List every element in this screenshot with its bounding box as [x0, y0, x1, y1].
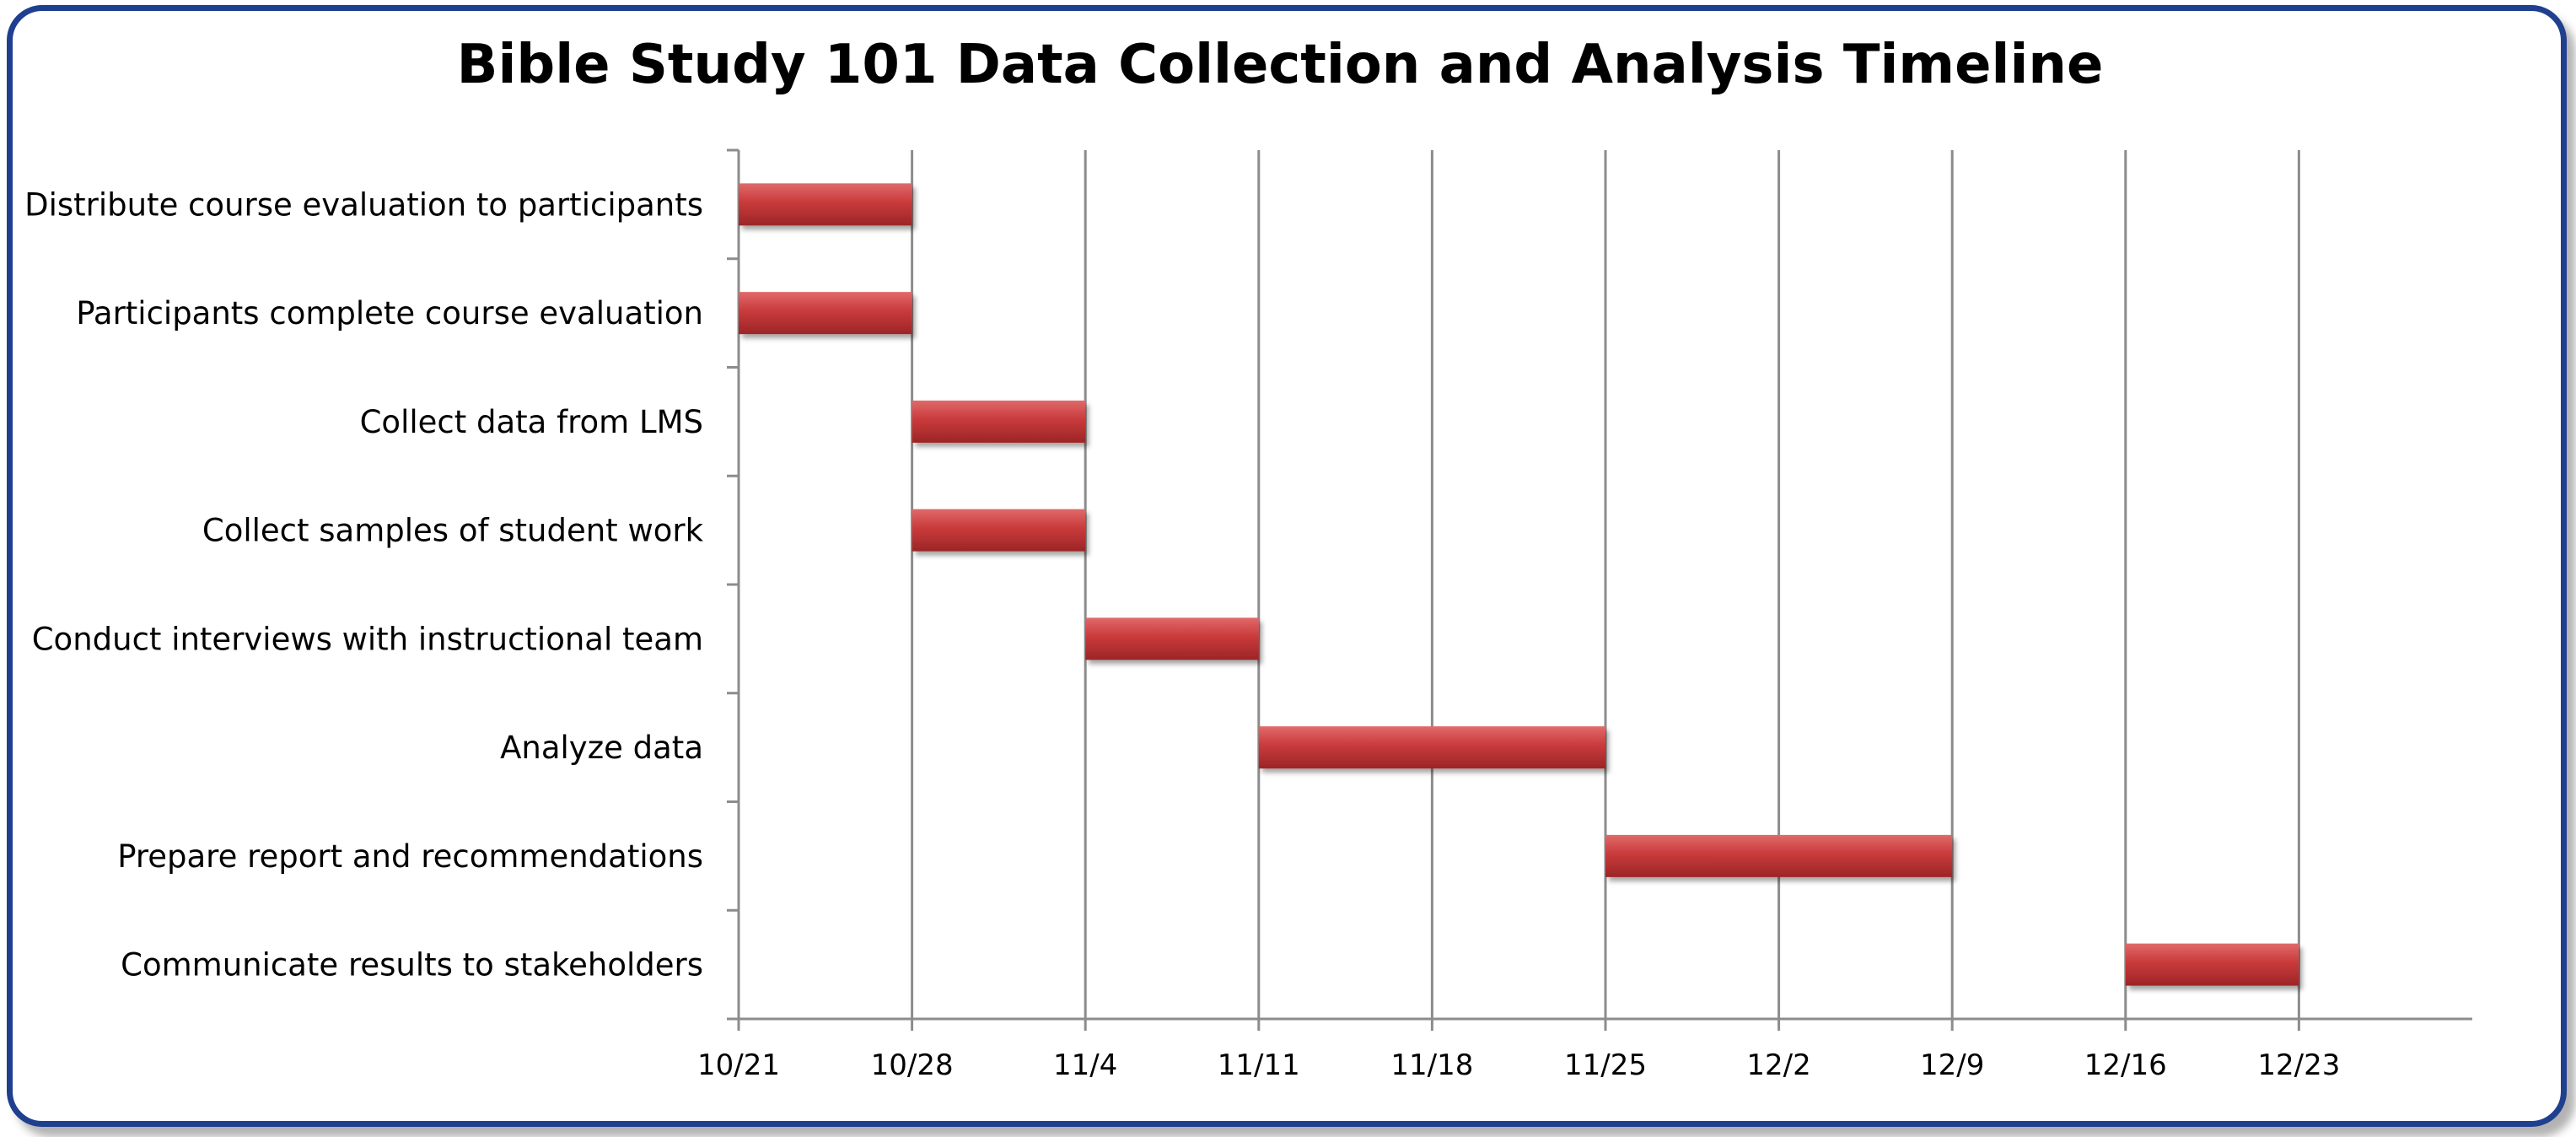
axes	[727, 148, 2472, 1031]
x-tick-label: 12/23	[2257, 1048, 2340, 1082]
x-tick-label: 12/9	[1920, 1048, 1984, 1082]
task-labels: Distribute course evaluation to particip…	[24, 186, 703, 983]
gridlines	[911, 150, 2300, 1019]
task-bar	[1258, 726, 1605, 769]
task-bar	[912, 509, 1086, 552]
task-label: Prepare report and recommendations	[117, 838, 703, 875]
task-label: Participants complete course evaluation	[76, 295, 703, 331]
x-tick-label: 11/4	[1053, 1048, 1117, 1082]
task-bar	[739, 292, 912, 335]
x-tick-label: 10/28	[871, 1048, 954, 1082]
task-label: Collect samples of student work	[202, 513, 704, 549]
x-tick-label: 11/25	[1564, 1048, 1647, 1082]
x-tick-label: 11/11	[1218, 1048, 1300, 1082]
task-label: Analyze data	[500, 730, 703, 766]
x-tick-label: 11/18	[1390, 1048, 1473, 1082]
task-bar	[912, 400, 1086, 443]
task-label: Distribute course evaluation to particip…	[24, 186, 703, 223]
task-label: Communicate results to stakeholders	[121, 947, 703, 983]
task-label: Collect data from LMS	[360, 404, 703, 440]
task-bar	[1605, 834, 1953, 877]
x-tick-label: 12/2	[1746, 1048, 1810, 1082]
x-tick-label: 12/16	[2084, 1048, 2167, 1082]
bars	[739, 183, 2299, 986]
x-tick-labels: 10/21 10/28 11/4 11/11 11/18 11/25 12/2 12/9 12/…	[697, 1048, 2340, 1082]
chart-frame	[7, 5, 2567, 1127]
x-tick-label: 10/21	[697, 1048, 780, 1082]
task-bar	[2125, 943, 2299, 986]
task-label: Conduct interviews with instructional te…	[32, 621, 703, 657]
task-bar	[1085, 617, 1259, 660]
chart-title: Bible Study 101 Data Collection and Anal…	[456, 34, 2104, 96]
task-bar	[739, 183, 912, 226]
